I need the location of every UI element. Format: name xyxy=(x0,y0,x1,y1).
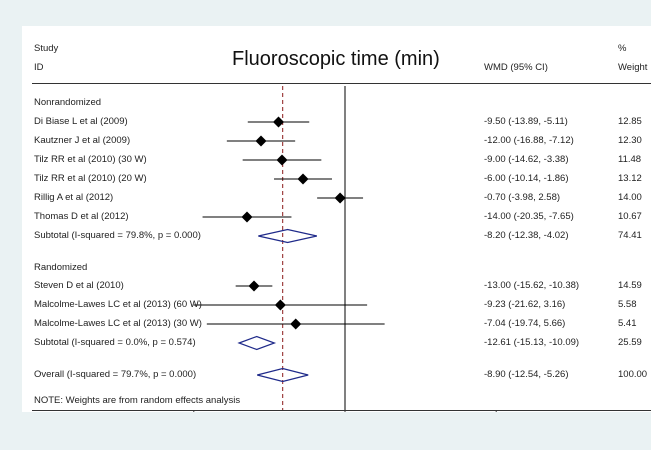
study-label: Tilz RR et al (2010) (30 W) xyxy=(34,154,147,165)
effect-size-ci: -9.50 (-13.89, -5.11) xyxy=(484,116,568,127)
forest-plot-panel: Study ID Fluoroscopic time (min) WMD (95… xyxy=(22,26,651,412)
study-label: Malcolme-Lawes LC et al (2013) (30 W) xyxy=(34,318,202,329)
weight-value: 74.41 xyxy=(618,230,642,241)
effect-size-ci: -9.00 (-14.62, -3.38) xyxy=(484,154,569,165)
weight-value: 11.48 xyxy=(618,154,642,165)
subtotal-diamond xyxy=(237,335,277,351)
effect-size-ci: -9.23 (-21.62, 3.16) xyxy=(484,299,566,310)
effect-size-ci: -13.00 (-15.62, -10.38) xyxy=(484,280,580,291)
point-estimate-marker xyxy=(241,211,253,223)
point-estimate-marker xyxy=(290,318,302,330)
subtotal-label: Subtotal (I-squared = 79.8%, p = 0.000) xyxy=(34,230,201,241)
subtotal-diamond xyxy=(258,228,317,244)
percent-header: % xyxy=(618,43,627,54)
weight-value: 100.00 xyxy=(618,369,648,380)
weight-value: 12.85 xyxy=(618,116,642,127)
overall-diamond xyxy=(257,367,309,383)
effect-size-ci: -7.04 (-19.74, 5.66) xyxy=(484,318,566,329)
effect-size-ci: -8.90 (-12.54, -5.26) xyxy=(484,369,569,380)
weight-value: 14.59 xyxy=(618,280,642,291)
point-estimate-marker xyxy=(334,192,346,204)
study-label: Kautzner J et al (2009) xyxy=(34,135,131,146)
point-estimate-marker xyxy=(297,173,309,185)
point-estimate-marker xyxy=(248,280,260,292)
study-label: Thomas D et al (2012) xyxy=(34,211,129,222)
study-label: Tilz RR et al (2010) (20 W) xyxy=(34,173,147,184)
effect-size-ci: -0.70 (-3.98, 2.58) xyxy=(484,192,561,203)
weight-value: 10.67 xyxy=(618,211,642,222)
weight-value: 5.41 xyxy=(618,318,637,329)
header-rule xyxy=(32,83,651,84)
point-estimate-marker xyxy=(273,116,284,128)
effect-size-ci: -14.00 (-20.35, -7.65) xyxy=(484,211,574,222)
point-estimate-marker xyxy=(255,135,267,147)
effect-size-ci: -8.20 (-12.38, -4.02) xyxy=(484,230,569,241)
study-label: Di Biase L et al (2009) xyxy=(34,116,128,127)
point-estimate-marker xyxy=(274,299,286,311)
effect-size-ci: -6.00 (-10.14, -1.86) xyxy=(484,173,569,184)
weights-note: NOTE: Weights are from random effects an… xyxy=(34,395,241,406)
study-header: Study xyxy=(34,43,59,54)
weight-value: 25.59 xyxy=(618,337,642,348)
effect-size-ci: -12.61 (-15.13, -10.09) xyxy=(484,337,580,348)
wmd-header: WMD (95% CI) xyxy=(484,62,548,73)
weight-header: Weight xyxy=(618,62,648,73)
study-label: Rillig A et al (2012) xyxy=(34,192,114,203)
chart-title: Fluoroscopic time (min) xyxy=(232,48,440,70)
weight-value: 5.58 xyxy=(618,299,637,310)
id-header: ID xyxy=(34,62,44,73)
group-label-nonrandomized: Nonrandomized xyxy=(34,97,102,108)
forest-plot-canvas xyxy=(193,86,497,412)
subtotal-label: Subtotal (I-squared = 0.0%, p = 0.574) xyxy=(34,337,196,348)
point-estimate-marker xyxy=(276,154,288,166)
study-label: Malcolme-Lawes LC et al (2013) (60 W) xyxy=(34,299,202,310)
footer-rule xyxy=(32,410,651,411)
group-label-randomized: Randomized xyxy=(34,262,88,273)
effect-size-ci: -12.00 (-16.88, -7.12) xyxy=(484,135,574,146)
weight-value: 13.12 xyxy=(618,173,642,184)
study-label: Steven D et al (2010) xyxy=(34,280,124,291)
overall-label: Overall (I-squared = 79.7%, p = 0.000) xyxy=(34,369,197,380)
weight-value: 14.00 xyxy=(618,192,642,203)
weight-value: 12.30 xyxy=(618,135,642,146)
